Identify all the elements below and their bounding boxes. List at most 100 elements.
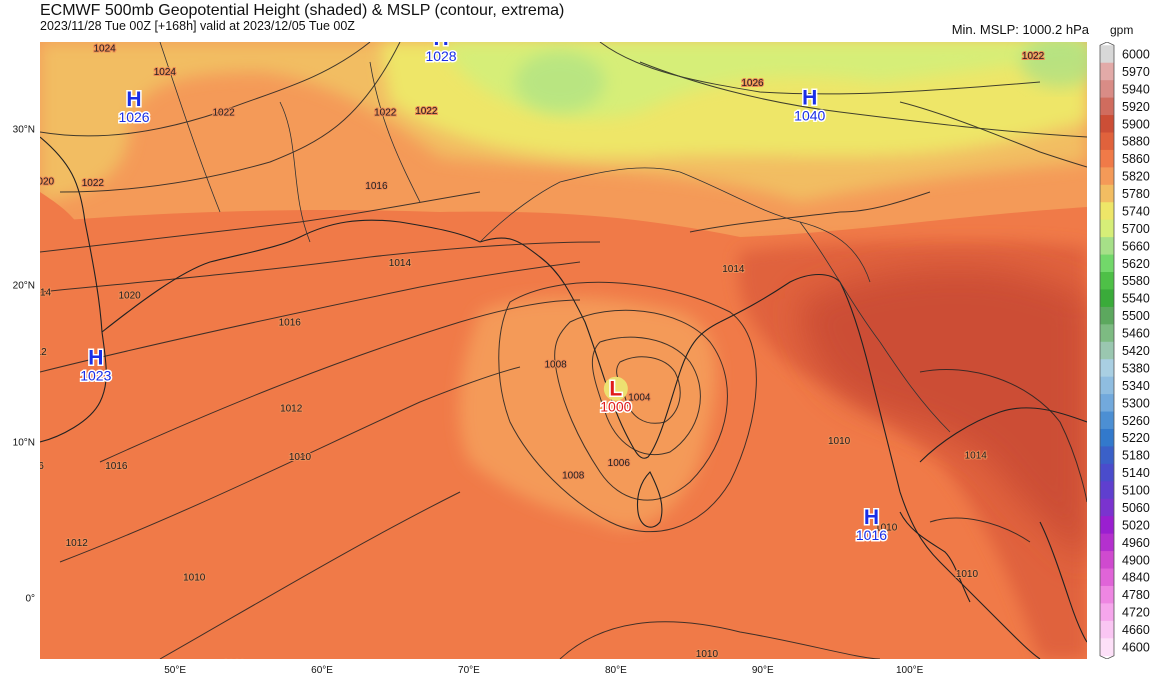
colorbar-segment xyxy=(1100,341,1114,360)
colorbar-segment xyxy=(1100,568,1114,587)
geopotential-shading xyxy=(40,42,1087,659)
colorbar-level-label: 5500 xyxy=(1122,309,1150,323)
latitude-label: 30°N xyxy=(12,124,35,136)
colorbar-level-label: 5340 xyxy=(1122,379,1150,393)
colorbar: 6000 5970 5940 5920 5900 5880 5860 5820 5780 5740… xyxy=(1099,42,1150,659)
colorbar-segment xyxy=(1100,446,1114,465)
colorbar-segment xyxy=(1100,80,1114,99)
isobar-label: 1022 xyxy=(213,108,236,119)
colorbar-level-label: 5970 xyxy=(1122,65,1150,79)
colorbar-segment xyxy=(1100,533,1114,552)
colorbar-level-label: 5460 xyxy=(1122,327,1150,341)
isobar-label: 1016 xyxy=(105,461,128,472)
colorbar-level-label: 5580 xyxy=(1122,274,1150,288)
coastlines xyxy=(40,136,1087,659)
colorbar-segment xyxy=(1100,411,1114,430)
longitude-label: 60°E xyxy=(311,665,333,676)
isobar-label: 1010 xyxy=(956,569,979,580)
colorbar-segment xyxy=(1100,428,1114,447)
isobar-label: 1008 xyxy=(562,471,585,482)
isobar-label: 1026 xyxy=(741,78,764,89)
contour-labels: 1024 1024 1022 1022 1022 1020 1022 1016 1014 1014… xyxy=(40,42,1046,659)
pressure-system-value: 1016 xyxy=(856,527,887,543)
isobar-label: 1020 xyxy=(118,291,141,302)
colorbar-level-label: 5020 xyxy=(1122,518,1150,532)
latitude-label: 20°N xyxy=(12,280,35,292)
isobar-label: 1014 xyxy=(40,288,52,299)
latitude-label: 10°N xyxy=(12,437,35,449)
isobar-label: 1010 xyxy=(875,522,898,533)
colorbar-level-label: 5220 xyxy=(1122,431,1150,445)
min-mslp-readout: Min. MSLP: 1000.2 hPa xyxy=(951,22,1089,37)
colorbar-segment xyxy=(1100,481,1114,500)
pressure-system-value: 1026 xyxy=(118,109,149,125)
colorbar-segment xyxy=(1100,620,1114,639)
isobar-label: 1022 xyxy=(1022,51,1045,62)
colorbar-outline xyxy=(1099,42,1115,659)
isobar-label: 1022 xyxy=(82,178,105,189)
colorbar-segment xyxy=(1100,167,1114,186)
colorbar-segment xyxy=(1100,306,1114,325)
colorbar-segment xyxy=(1100,62,1114,81)
colorbar-level-label: 6000 xyxy=(1122,48,1150,62)
low-center-highlight xyxy=(603,376,628,401)
colorbar-labels: 6000 5970 5940 5920 5900 5880 5860 5820 5780 5740… xyxy=(1122,48,1150,655)
colorbar-segment xyxy=(1100,359,1114,378)
pressure-system-value: 1040 xyxy=(794,108,825,124)
colorbar-segment xyxy=(1100,237,1114,256)
colorbar-level-label: 5060 xyxy=(1122,501,1150,515)
colorbar-segment xyxy=(1100,184,1114,203)
colorbar-segment xyxy=(1100,45,1114,64)
colorbar-level-label: 5420 xyxy=(1122,344,1150,358)
colorbar-level-label: 4600 xyxy=(1122,641,1150,655)
colorbar-level-label: 5100 xyxy=(1122,484,1150,498)
colorbar-level-label: 5260 xyxy=(1122,414,1150,428)
pressure-system-letter: H xyxy=(126,88,141,111)
colorbar-level-label: 4900 xyxy=(1122,553,1150,567)
colorbar-level-label: 4960 xyxy=(1122,536,1150,550)
colorbar-segment xyxy=(1100,498,1114,517)
colorbar-level-label: 5780 xyxy=(1122,187,1150,201)
isobar-label: 1016 xyxy=(279,317,302,328)
isobar-label: 1020 xyxy=(40,176,54,187)
longitude-label: 70°E xyxy=(458,665,480,676)
pressure-system-letter: H xyxy=(864,506,879,529)
isobar-label: 1014 xyxy=(722,264,745,275)
colorbar-segment xyxy=(1100,638,1114,657)
isobar-label: 1006 xyxy=(608,458,631,469)
pressure-system-letter: H xyxy=(433,42,448,50)
colorbar-level-label: 5300 xyxy=(1122,396,1150,410)
high-pressure-marker: H1028 xyxy=(424,42,458,66)
colorbar-level-label: 5380 xyxy=(1122,361,1150,375)
longitude-label: 50°E xyxy=(164,665,187,676)
pressure-system-letter: L xyxy=(609,378,622,401)
chart-title: ECMWF 500mb Geopotential Height (shaded)… xyxy=(40,2,565,19)
colorbar-level-label: 5140 xyxy=(1122,466,1150,480)
isobar-label: 1022 xyxy=(374,108,397,119)
isobar-label: 1014 xyxy=(389,258,412,269)
colorbar-segment xyxy=(1100,219,1114,238)
country-borders xyxy=(159,42,951,433)
colorbar-segment xyxy=(1100,516,1114,535)
chart-subtitle: 2023/11/28 Tue 00Z [+168h] valid at 2023… xyxy=(40,19,355,33)
isobar-label: 1010 xyxy=(289,452,312,463)
colorbar-segments xyxy=(1099,42,1115,659)
colorbar-level-label: 5940 xyxy=(1122,82,1150,96)
colorbar-level-label: 5620 xyxy=(1122,257,1150,271)
colorbar-level-label: 5660 xyxy=(1122,239,1150,253)
isobar-label: 1010 xyxy=(828,436,851,447)
isobar-label: 1012 xyxy=(280,403,303,414)
colorbar-segment xyxy=(1100,394,1114,413)
colorbar-level-label: 4780 xyxy=(1122,588,1150,602)
colorbar-segment xyxy=(1100,585,1114,604)
colorbar-unit: gpm xyxy=(1110,23,1134,37)
isobar-label: 1024 xyxy=(154,67,177,78)
colorbar-level-label: 5180 xyxy=(1122,449,1150,463)
pressure-system-letter: H xyxy=(802,87,817,110)
pressure-system-value: 1000 xyxy=(600,399,631,415)
colorbar-segment xyxy=(1100,254,1114,273)
colorbar-level-label: 5740 xyxy=(1122,204,1150,218)
